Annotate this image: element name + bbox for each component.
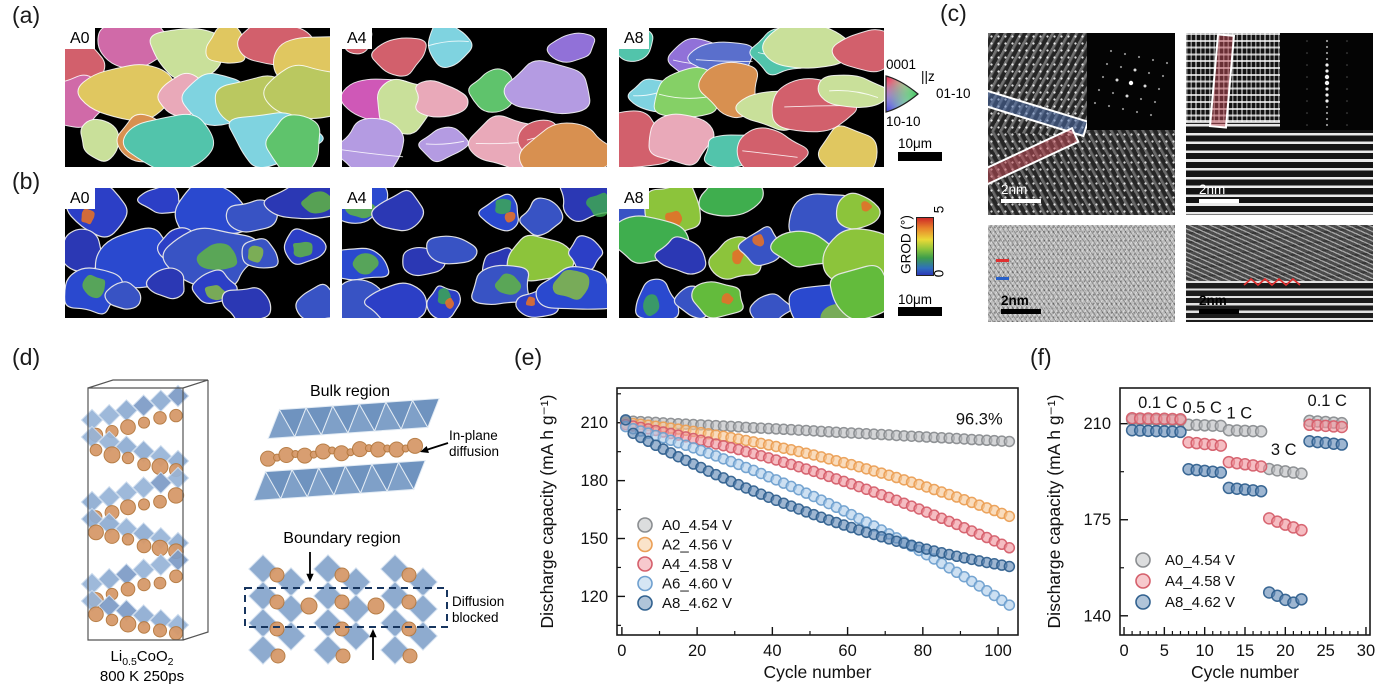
grod-colorbar-min: 0 (931, 269, 947, 278)
ipf-key-0001-label: 0001 (886, 57, 917, 72)
map-label: A4 (342, 28, 372, 49)
svg-text:25: 25 (1316, 642, 1334, 660)
svg-text:60: 60 (838, 642, 856, 660)
tem-image-interface: 2nm (1186, 33, 1373, 215)
interface-line (1186, 120, 1373, 124)
svg-text:30: 30 (1357, 642, 1375, 660)
map-label: A4 (342, 188, 372, 209)
grod-map-a8: A8 (619, 188, 884, 318)
svg-text:175: 175 (1083, 511, 1111, 529)
svg-text:80: 80 (914, 642, 932, 660)
svg-text:A0_4.54 V: A0_4.54 V (662, 517, 732, 534)
svg-text:15: 15 (1236, 642, 1254, 660)
svg-text:140: 140 (1083, 607, 1111, 625)
svg-text:5: 5 (1160, 642, 1169, 660)
svg-text:A8_4.62 V: A8_4.62 V (1165, 594, 1235, 611)
svg-text:40: 40 (763, 642, 781, 660)
fft-inset (1087, 33, 1175, 130)
panel-label-c: (c) (940, 0, 967, 26)
grod-colorbar (916, 217, 934, 276)
scale-bar-label: 10μm (898, 292, 933, 307)
defect-zigzag-marker (1243, 277, 1301, 287)
panel-label-b: (b) (12, 168, 41, 194)
tem-lattice-region (1186, 225, 1373, 282)
svg-text:Discharge capacity (mA h g⁻¹): Discharge capacity (mA h g⁻¹) (1044, 395, 1064, 629)
map-label: A8 (619, 188, 649, 209)
fft-inset (1280, 33, 1373, 130)
svg-text:Discharge capacity (mA h g⁻¹): Discharge capacity (mA h g⁻¹) (537, 395, 557, 629)
crystal-structure-art (80, 379, 449, 665)
tem-fringe-region (1186, 281, 1373, 322)
panel-label-a: (a) (12, 2, 41, 28)
panel-label-f: (f) (1030, 344, 1052, 370)
map-label: A8 (619, 28, 649, 49)
ipf-key-1010-label: 10-10 (886, 114, 921, 129)
boundary-region-title: Boundary region (283, 530, 401, 547)
tem-image-pristine-lattice: 2nm (988, 225, 1175, 322)
svg-text:A4_4.58 V: A4_4.58 V (662, 556, 732, 573)
diffusion-blocked-label: Diffusion blocked (452, 594, 505, 625)
chart-rate-capability: 0 5 10 15 20 25 30 140 175 210 Discharge capacity … (1044, 387, 1375, 682)
ipf-key-0110-label: 01-10 (936, 86, 971, 101)
panel-label-e: (e) (514, 344, 543, 370)
svg-text:A8_4.62 V: A8_4.62 V (662, 595, 732, 612)
svg-text:3 C: 3 C (1271, 441, 1297, 459)
svg-text:20: 20 (688, 642, 706, 660)
svg-text:150: 150 (580, 530, 608, 548)
map-label: A0 (65, 188, 95, 209)
ipf-color-key (885, 75, 919, 113)
svg-text:0.5 C: 0.5 C (1183, 399, 1223, 417)
ebsd-map-a0: A0 (65, 28, 330, 167)
tem-image-twin-boundary: 2nm (988, 33, 1175, 215)
svg-text:210: 210 (580, 414, 608, 432)
inplane-diffusion-label: In-plane diffusion (449, 428, 500, 459)
grod-map-a0: A0 (65, 188, 330, 318)
svg-text:120: 120 (580, 588, 608, 606)
svg-text:A2_4.56 V: A2_4.56 V (662, 537, 732, 554)
ipf-key-z-label: ||z (921, 69, 935, 84)
svg-text:A6_4.60 V: A6_4.60 V (662, 576, 732, 593)
svg-text:180: 180 (580, 472, 608, 490)
panel-label-d: (d) (12, 344, 41, 370)
scale-bar (898, 307, 942, 316)
scale-bar: 2nm (1199, 182, 1239, 203)
svg-text:0.1 C: 0.1 C (1138, 394, 1178, 412)
svg-text:10: 10 (1195, 642, 1213, 660)
ebsd-map-a4: A4 (342, 28, 607, 167)
svg-text:100: 100 (984, 642, 1012, 660)
svg-text:1 C: 1 C (1227, 405, 1253, 423)
scale-bar: 2nm (1001, 293, 1041, 314)
red-marker (996, 259, 1009, 262)
svg-text:A0_4.54 V: A0_4.54 V (1165, 552, 1235, 569)
scale-bar (898, 152, 942, 161)
grod-map-a4: A4 (342, 188, 607, 318)
svg-text:Cycle number: Cycle number (764, 662, 872, 682)
chart-cycling-stability: 0 20 40 60 80 100 120 150 180 210 Discharge capaci… (537, 387, 1019, 682)
map-label: A0 (65, 28, 95, 49)
svg-text:0: 0 (617, 642, 626, 660)
svg-text:96.3%: 96.3% (956, 411, 1003, 429)
svg-text:Cycle number: Cycle number (1191, 662, 1299, 682)
ebsd-map-a8: A8 (619, 28, 884, 167)
svg-text:0: 0 (1119, 642, 1128, 660)
tem-image-defect: 2nm (1186, 225, 1373, 322)
scale-bar: 2nm (1199, 293, 1239, 314)
svg-text:0.1 C: 0.1 C (1308, 392, 1348, 410)
bulk-region-title: Bulk region (309, 383, 391, 400)
formula-caption: Li0.5CoO2 (110, 648, 174, 668)
blue-marker (996, 277, 1009, 280)
svg-text:20: 20 (1276, 642, 1294, 660)
condition-caption: 800 K 250ps (99, 668, 185, 685)
svg-text:210: 210 (1083, 415, 1111, 433)
scale-bar-label: 10μm (898, 136, 933, 151)
grod-colorbar-title: GROD (°) (898, 215, 914, 274)
svg-text:A4_4.58 V: A4_4.58 V (1165, 573, 1235, 590)
scale-bar: 2nm (1001, 182, 1041, 203)
